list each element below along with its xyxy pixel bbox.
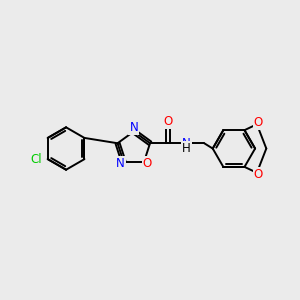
Text: O: O: [143, 157, 152, 170]
Text: O: O: [254, 168, 263, 181]
Text: Cl: Cl: [31, 153, 42, 166]
Text: O: O: [254, 116, 263, 129]
Text: N: N: [116, 157, 124, 170]
Text: O: O: [164, 115, 173, 128]
Text: N: N: [129, 121, 138, 134]
Text: N: N: [182, 137, 191, 150]
Text: H: H: [182, 142, 191, 155]
